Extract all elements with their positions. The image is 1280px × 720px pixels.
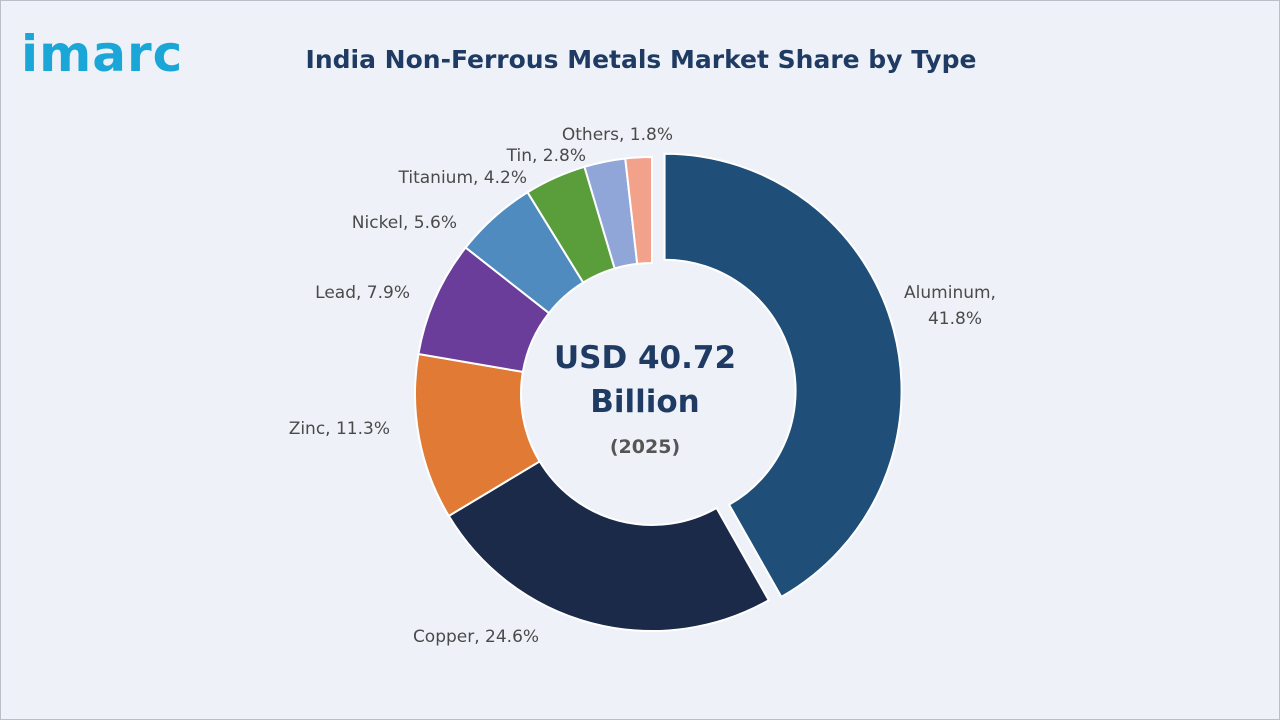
slice-aluminum bbox=[663, 152, 903, 599]
chart-title: India Non-Ferrous Metals Market Share by… bbox=[305, 45, 977, 74]
data-label-others: Others, 1.8% bbox=[562, 125, 673, 145]
imarc-logo: imarc bbox=[21, 25, 184, 83]
slice-copper bbox=[447, 460, 771, 632]
data-label-zinc: Zinc, 11.3% bbox=[289, 419, 390, 439]
data-label-copper: Copper, 24.6% bbox=[413, 627, 539, 647]
data-label-aluminum: Aluminum, bbox=[904, 283, 996, 303]
data-label-titanium: Titanium, 4.2% bbox=[398, 168, 528, 188]
center-value: USD 40.72 bbox=[554, 340, 736, 376]
center-year: (2025) bbox=[610, 436, 680, 458]
center-unit: Billion bbox=[590, 384, 700, 420]
donut-slices bbox=[414, 152, 903, 632]
data-label-nickel: Nickel, 5.6% bbox=[352, 213, 457, 233]
data-label-aluminum-value: 41.8% bbox=[928, 309, 982, 329]
slice-others bbox=[624, 155, 653, 265]
data-label-tin: Tin, 2.8% bbox=[506, 146, 586, 166]
data-label-lead: Lead, 7.9% bbox=[315, 283, 410, 303]
